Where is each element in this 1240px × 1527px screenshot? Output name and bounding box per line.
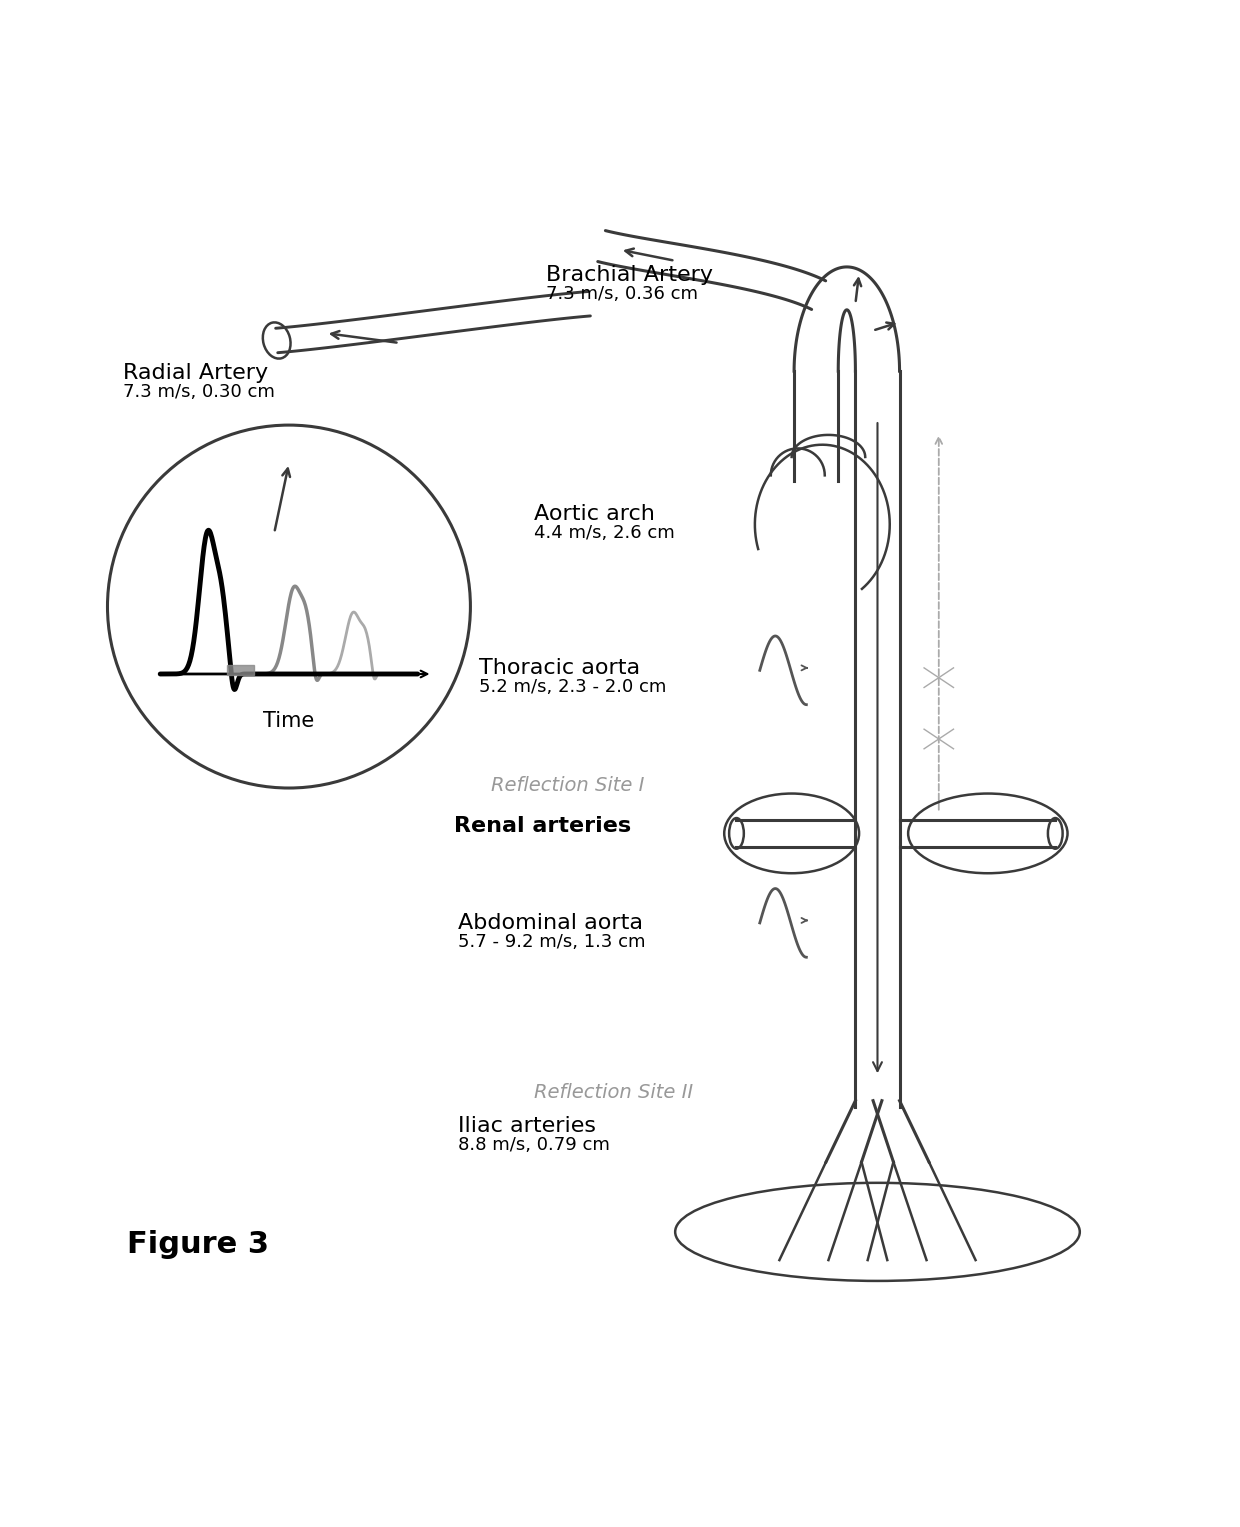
- Text: 5.7 - 9.2 m/s, 1.3 cm: 5.7 - 9.2 m/s, 1.3 cm: [458, 933, 646, 951]
- Text: Renal arteries: Renal arteries: [455, 815, 631, 835]
- Text: Radial Artery: Radial Artery: [124, 363, 269, 383]
- Text: Figure 3: Figure 3: [128, 1229, 269, 1258]
- Text: 7.3 m/s, 0.36 cm: 7.3 m/s, 0.36 cm: [547, 286, 698, 304]
- Text: Time: Time: [263, 710, 315, 731]
- Text: Iliac arteries: Iliac arteries: [458, 1116, 596, 1136]
- Text: 4.4 m/s, 2.6 cm: 4.4 m/s, 2.6 cm: [534, 524, 675, 542]
- Text: 8.8 m/s, 0.79 cm: 8.8 m/s, 0.79 cm: [458, 1136, 610, 1154]
- Text: Aortic arch: Aortic arch: [534, 504, 655, 524]
- Text: Abdominal aorta: Abdominal aorta: [458, 913, 644, 933]
- Bar: [227, 666, 254, 675]
- Text: 7.3 m/s, 0.30 cm: 7.3 m/s, 0.30 cm: [124, 383, 275, 402]
- Text: Reflection Site II: Reflection Site II: [534, 1083, 693, 1101]
- Text: 5.2 m/s, 2.3 - 2.0 cm: 5.2 m/s, 2.3 - 2.0 cm: [479, 678, 666, 696]
- Text: Thoracic aorta: Thoracic aorta: [479, 658, 640, 678]
- Text: Reflection Site I: Reflection Site I: [491, 776, 645, 796]
- Text: Brachial Artery: Brachial Artery: [547, 266, 713, 286]
